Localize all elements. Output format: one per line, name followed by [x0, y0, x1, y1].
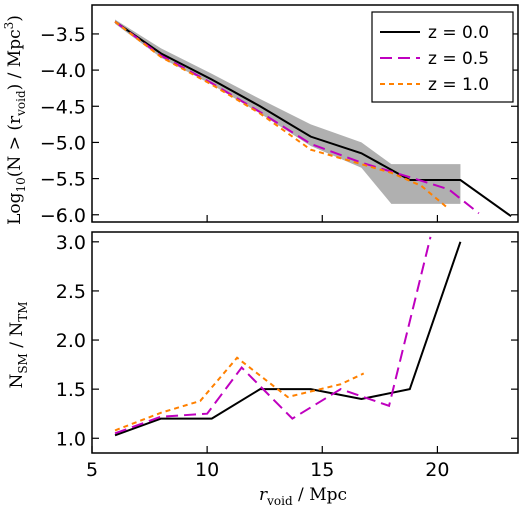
top-y-tick-label: −4.5	[40, 96, 86, 118]
top-panel: −3.5−4.0−4.5−5.0−5.5−6.0 z = 0.0z = 0.5z…	[2, 4, 519, 227]
top-y-tick-label: −5.0	[40, 132, 86, 154]
bottom-panel-frame	[91, 231, 519, 454]
bottom-x-tick-label: 15	[310, 459, 334, 481]
bottom-y-tick-label: 1.5	[56, 379, 86, 401]
legend-label-0: z = 0.0	[428, 23, 489, 43]
bottom-y-axis-label: NSM / NTM	[7, 301, 30, 388]
bottom-panel: 1.0 1.5 2.0 2.5 3.0 5 10 15 20 NSM / NTM rvoid /…	[7, 231, 519, 508]
bottom-x-tick-label: 20	[425, 459, 449, 481]
bottom-y-tick-label: 1.0	[56, 428, 86, 450]
top-y-tick-label: −6.0	[40, 205, 86, 227]
top-series-line-2	[114, 20, 450, 210]
bottom-y-tick-label: 3.0	[56, 232, 86, 254]
bottom-series-line-2	[114, 356, 365, 432]
top-y-tick-label: −5.5	[40, 169, 86, 191]
top-uncertainty-band	[115, 19, 461, 204]
legend-label-1: z = 0.5	[428, 49, 489, 69]
bottom-x-tick-label: 5	[86, 459, 98, 481]
top-y-axis-label: Log10(N > (rvoid) / Mpc3)	[2, 15, 28, 225]
top-series-line-1	[114, 20, 480, 215]
legend-frame	[371, 11, 514, 103]
bottom-series-line-1	[114, 236, 432, 435]
bottom-x-tick-label: 10	[195, 459, 219, 481]
bottom-y-tick-label: 2.5	[56, 281, 86, 303]
top-y-tick-label: −3.5	[40, 24, 86, 46]
top-y-tick-label: −4.0	[40, 60, 86, 82]
bottom-y-tick-label: 2.0	[56, 330, 86, 352]
top-series-line-0	[114, 20, 512, 218]
bottom-series-line-0	[114, 241, 462, 437]
x-axis-label: rvoid / Mpc	[259, 485, 347, 508]
legend: z = 0.0 z = 0.5 z = 1.0	[371, 11, 514, 103]
legend-label-2: z = 1.0	[428, 75, 489, 95]
top-panel-frame	[91, 4, 519, 223]
